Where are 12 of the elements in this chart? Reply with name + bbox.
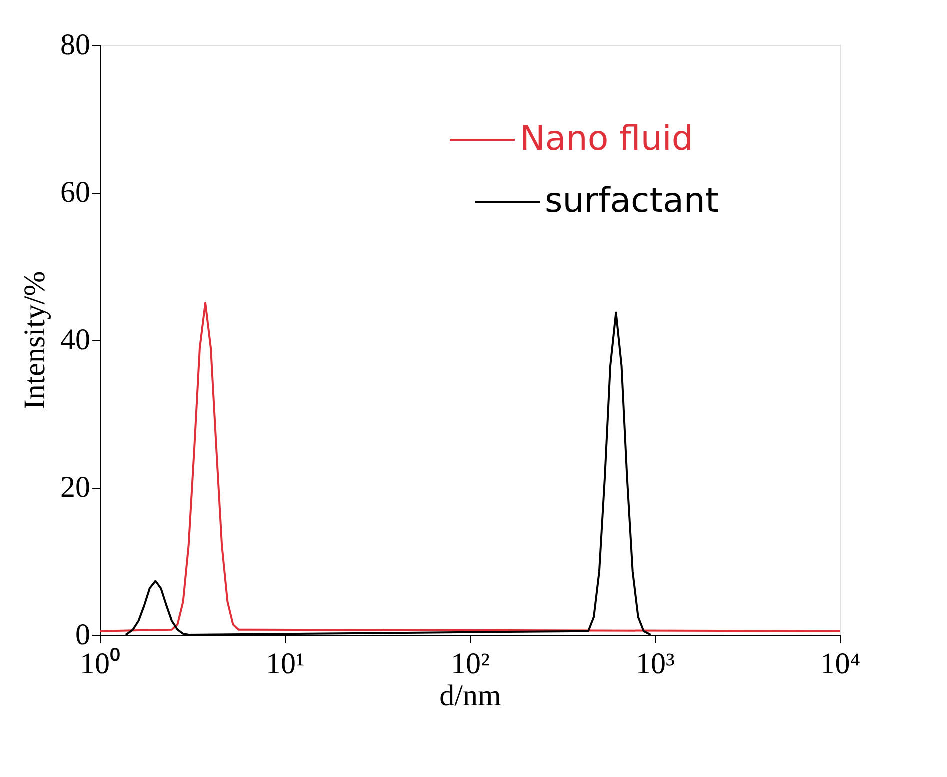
y-axis-title: Intensity/% — [18, 271, 52, 410]
legend-label: surfactant — [545, 181, 719, 221]
y-tick-label: 60 — [60, 176, 90, 209]
x-tick-label: 10⁴ — [820, 648, 861, 680]
legend-label: Nano fluid — [520, 119, 694, 159]
x-axis-title: d/nm — [440, 680, 502, 712]
y-tick-label: 20 — [60, 471, 90, 504]
x-tick-label: 10¹ — [266, 648, 305, 680]
y-tick-label: 80 — [60, 28, 90, 62]
x-tick-label: 10² — [451, 648, 490, 680]
y-tick-label: 40 — [60, 324, 90, 356]
x-tick-label: 10³ — [636, 648, 675, 680]
